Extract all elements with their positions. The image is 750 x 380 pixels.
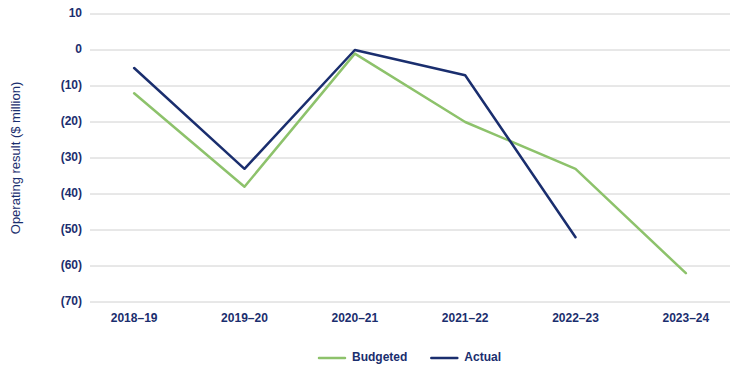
grid (90, 14, 730, 302)
x-tick-label: 2023–24 (663, 311, 710, 325)
chart-container: 100(10)(20)(30)(40)(50)(60)(70)2018–1920… (0, 0, 750, 380)
grid-line (90, 50, 730, 51)
x-tick-labels: 2018–19 2019–20 2020–21 2021–22 2022–23 2023–… (111, 311, 710, 325)
y-axis-label: Operating result ($ million) (8, 82, 23, 234)
y-tick-label: (20) (61, 114, 82, 128)
grid-line (90, 230, 730, 231)
y-tick-label: (70) (61, 294, 82, 308)
grid-line (90, 194, 730, 195)
legend-swatch (431, 357, 457, 360)
grid-line (90, 122, 730, 123)
grid-line (90, 14, 730, 15)
grid-line (90, 302, 730, 303)
y-tick-label: (50) (61, 222, 82, 236)
x-tick-label: 2021–22 (442, 311, 489, 325)
x-tick-label: 2018–19 (111, 311, 158, 325)
y-tick-labels: 10 0 (10) (20) (30) (40) (50) (60) (70) (61, 6, 83, 308)
legend-swatch (319, 357, 345, 360)
y-tick-label: (60) (61, 258, 82, 272)
y-tick-label: 10 (69, 6, 83, 20)
legend: Budgeted Actual (319, 350, 501, 364)
x-tick-label: 2019–20 (221, 311, 268, 325)
x-tick-label: 2020–21 (331, 311, 378, 325)
y-tick-label: 0 (75, 42, 82, 56)
chart-svg: 100(10)(20)(30)(40)(50)(60)(70)2018–1920… (0, 0, 750, 380)
plot-area (134, 50, 686, 273)
x-tick-label: 2022–23 (552, 311, 599, 325)
y-tick-label: (30) (61, 150, 82, 164)
legend-label: Budgeted (352, 350, 407, 364)
grid-line (90, 158, 730, 159)
series-line (134, 54, 686, 274)
legend-label: Actual (464, 350, 501, 364)
y-tick-label: (40) (61, 186, 82, 200)
y-tick-label: (10) (61, 78, 82, 92)
grid-line (90, 266, 730, 267)
series-line (134, 50, 575, 237)
